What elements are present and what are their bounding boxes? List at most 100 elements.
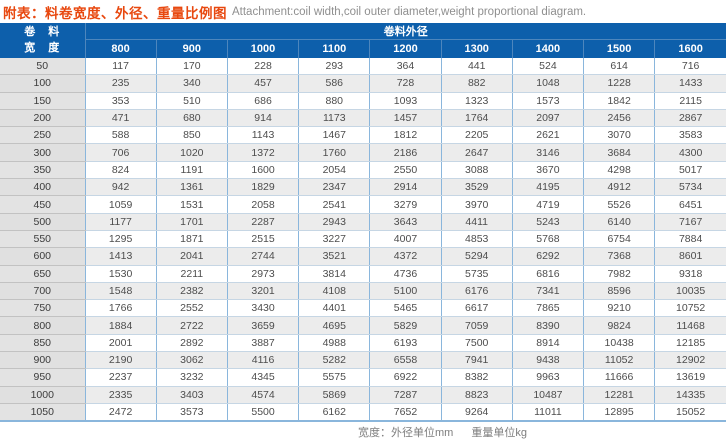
weight-cell: 1884 <box>84 316 157 335</box>
weight-cell: 5294 <box>440 247 513 266</box>
row-label: 900 <box>0 351 86 370</box>
weight-cell: 7500 <box>440 334 513 353</box>
table-row-width-300: 300 706 1020 1372 1760 2186 2647 3146 3684 4300 <box>0 143 726 162</box>
weight-cell: 3659 <box>226 316 299 335</box>
weight-cell: 6292 <box>511 247 584 266</box>
weight-cell: 1548 <box>84 282 157 301</box>
table-row-width-1050: 1050 2472 3573 5500 6162 7652 9264 11011 12895 15… <box>0 403 726 423</box>
weight-cell: 7941 <box>440 351 513 370</box>
weight-cell: 1228 <box>583 74 655 93</box>
weight-cell: 8823 <box>440 386 513 404</box>
weight-cell: 614 <box>583 58 655 76</box>
weight-cell: 1530 <box>84 265 157 283</box>
weight-cell: 706 <box>84 143 157 162</box>
weight-cell: 7982 <box>583 265 655 283</box>
weight-cell: 2973 <box>226 265 299 283</box>
weight-cell: 6193 <box>369 334 442 353</box>
weight-cell: 5526 <box>583 195 655 214</box>
weight-cell: 3430 <box>226 299 299 318</box>
weight-cell: 1600 <box>226 161 299 180</box>
weight-cell: 3070 <box>583 126 655 145</box>
weight-cell: 7287 <box>369 386 442 404</box>
weight-cell: 2744 <box>226 247 299 266</box>
weight-cell: 12895 <box>583 403 655 423</box>
weight-cell: 5243 <box>511 213 584 231</box>
weight-cell: 6162 <box>298 403 370 423</box>
table-row-width-450: 450 1059 1531 2058 2541 3279 3970 4719 5526 6451 <box>0 195 726 214</box>
weight-cell: 12902 <box>654 351 726 370</box>
weight-cell: 1143 <box>226 126 299 145</box>
units-note-width: 宽度：外径单位mm <box>358 426 454 439</box>
column-header-1600: 1600 <box>654 39 726 58</box>
weight-cell: 228 <box>226 58 299 76</box>
corner-header-line2: 宽 度 <box>24 41 61 54</box>
row-label: 250 <box>0 126 86 145</box>
title-english: Attachment:coil width,coil outer diamete… <box>232 5 587 18</box>
weight-cell: 3970 <box>440 195 513 214</box>
weight-cell: 2552 <box>155 299 228 318</box>
weight-cell: 524 <box>511 58 584 76</box>
weight-cell: 680 <box>155 109 228 128</box>
table-row-width-900: 900 2190 3062 4116 5282 6558 7941 9438 11052 1290… <box>0 351 726 370</box>
weight-cell: 880 <box>298 92 370 110</box>
table-row-width-600: 600 1413 2041 2744 3521 4372 5294 6292 7368 8601 <box>0 247 726 266</box>
weight-cell: 6176 <box>440 282 513 301</box>
weight-cell: 2867 <box>654 109 726 128</box>
table-row-width-950: 950 2237 3232 4345 5575 6922 8382 9963 11666 1361… <box>0 368 726 387</box>
weight-cell: 11666 <box>583 368 655 387</box>
weight-cell: 5869 <box>298 386 370 404</box>
weight-cell: 9963 <box>511 368 584 387</box>
column-header-1200: 1200 <box>369 39 442 58</box>
span-header-row: 卷 料 宽 度 卷料外径 <box>0 23 726 58</box>
column-header-1500: 1500 <box>583 39 655 58</box>
table-row-width-750: 750 1766 2552 3430 4401 5465 6617 7865 9210 10752 <box>0 299 726 318</box>
weight-cell: 1433 <box>654 74 726 93</box>
weight-cell: 2190 <box>84 351 157 370</box>
title-prefix: 附表： <box>3 5 45 21</box>
weight-cell: 4988 <box>298 334 370 353</box>
column-header-1100: 1100 <box>298 39 370 58</box>
weight-cell: 2456 <box>583 109 655 128</box>
weight-cell: 1457 <box>369 109 442 128</box>
weight-cell: 7368 <box>583 247 655 266</box>
weight-cell: 4853 <box>440 230 513 249</box>
weight-cell: 2347 <box>298 178 370 197</box>
weight-cell: 3887 <box>226 334 299 353</box>
weight-cell: 340 <box>155 74 228 93</box>
weight-cell: 4372 <box>369 247 442 266</box>
row-label: 650 <box>0 265 86 283</box>
weight-cell: 8601 <box>654 247 726 266</box>
weight-cell: 1173 <box>298 109 370 128</box>
weight-cell: 2943 <box>298 213 370 231</box>
weight-cell: 686 <box>226 92 299 110</box>
table-row-width-400: 400 942 1361 1829 2347 2914 3529 4195 4912 5734 <box>0 178 726 197</box>
weight-cell: 2205 <box>440 126 513 145</box>
weight-cell: 2041 <box>155 247 228 266</box>
weight-cell: 1829 <box>226 178 299 197</box>
table-row-width-350: 350 824 1191 1600 2054 2550 3088 3670 4298 5017 <box>0 161 726 180</box>
weight-cell: 2914 <box>369 178 442 197</box>
weight-cell: 3583 <box>654 126 726 145</box>
weight-cell: 4116 <box>226 351 299 370</box>
column-header-1000: 1000 <box>226 39 299 58</box>
weight-cell: 8596 <box>583 282 655 301</box>
weight-cell: 5100 <box>369 282 442 301</box>
weight-cell: 3529 <box>440 178 513 197</box>
weight-cell: 882 <box>440 74 513 93</box>
weight-cell: 293 <box>298 58 370 76</box>
weight-cell: 1760 <box>298 143 370 162</box>
weight-cell: 2550 <box>369 161 442 180</box>
weight-cell: 5575 <box>298 368 370 387</box>
coil-weight-table: 卷 料 宽 度 卷料外径 800 900 1000 1100 1200 1300 1400 1… <box>0 23 726 423</box>
weight-cell: 3062 <box>155 351 228 370</box>
weight-cell: 4195 <box>511 178 584 197</box>
column-header-row: 800 900 1000 1100 1200 1300 1400 1500 1600 <box>0 39 726 58</box>
row-label: 350 <box>0 161 86 180</box>
row-label: 550 <box>0 230 86 249</box>
row-label: 50 <box>0 58 86 76</box>
weight-cell: 4736 <box>369 265 442 283</box>
weight-cell: 2115 <box>654 92 726 110</box>
weight-cell: 170 <box>155 58 228 76</box>
weight-cell: 471 <box>84 109 157 128</box>
page-title: 附表： 料卷宽度、外径、重量比例图 Attachment:coil width,… <box>0 0 726 23</box>
